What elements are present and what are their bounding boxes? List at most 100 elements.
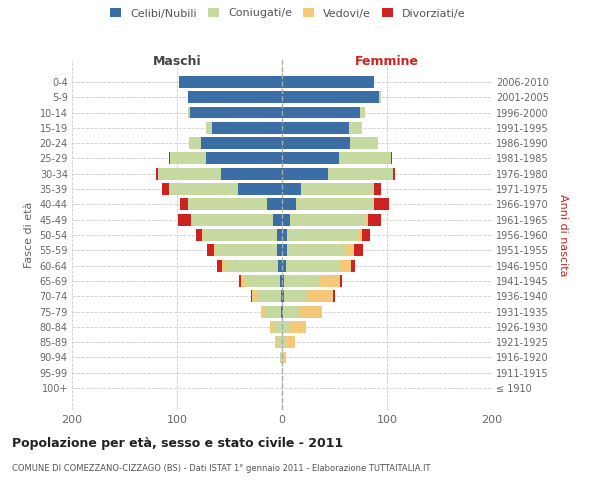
Bar xyxy=(239,275,241,287)
Bar xyxy=(196,229,202,241)
Bar xyxy=(212,122,282,134)
Bar xyxy=(282,336,286,348)
Bar xyxy=(277,336,282,348)
Bar xyxy=(290,321,306,333)
Bar xyxy=(282,290,284,302)
Bar xyxy=(272,214,282,226)
Bar xyxy=(169,152,170,164)
Bar xyxy=(282,198,296,210)
Bar xyxy=(282,183,301,195)
Bar xyxy=(280,275,282,287)
Bar xyxy=(281,306,282,318)
Bar xyxy=(275,336,277,348)
Bar xyxy=(282,214,290,226)
Bar xyxy=(188,106,190,118)
Bar xyxy=(156,168,158,179)
Bar xyxy=(251,290,258,302)
Bar xyxy=(391,152,392,164)
Bar xyxy=(214,244,216,256)
Bar xyxy=(277,229,282,241)
Bar xyxy=(201,137,282,149)
Bar xyxy=(268,198,282,210)
Bar xyxy=(226,260,278,272)
Bar xyxy=(203,229,277,241)
Y-axis label: Fasce di età: Fasce di età xyxy=(24,202,34,268)
Bar xyxy=(190,106,282,118)
Bar xyxy=(187,91,282,103)
Text: Popolazione per età, sesso e stato civile - 2011: Popolazione per età, sesso e stato civil… xyxy=(12,438,343,450)
Bar xyxy=(245,275,280,287)
Bar xyxy=(282,260,286,272)
Bar xyxy=(271,321,274,333)
Bar xyxy=(366,214,368,226)
Bar xyxy=(374,183,381,195)
Bar xyxy=(328,168,394,179)
Bar xyxy=(281,290,282,302)
Bar xyxy=(206,122,212,134)
Bar xyxy=(286,336,295,348)
Bar xyxy=(284,352,286,364)
Bar xyxy=(180,198,187,210)
Bar xyxy=(282,352,284,364)
Bar xyxy=(287,244,346,256)
Bar xyxy=(188,198,268,210)
Bar xyxy=(355,244,363,256)
Bar xyxy=(238,183,282,195)
Bar xyxy=(282,275,284,287)
Bar xyxy=(282,152,338,164)
Bar xyxy=(266,306,281,318)
Bar xyxy=(338,152,391,164)
Bar xyxy=(261,306,266,318)
Bar xyxy=(287,229,356,241)
Bar xyxy=(282,106,360,118)
Bar xyxy=(162,183,169,195)
Bar xyxy=(350,137,377,149)
Bar xyxy=(362,229,370,241)
Bar xyxy=(208,244,214,256)
Bar xyxy=(206,152,282,164)
Bar xyxy=(217,260,222,272)
Bar xyxy=(349,122,362,134)
Bar xyxy=(290,214,366,226)
Bar xyxy=(296,198,373,210)
Bar xyxy=(277,244,282,256)
Bar xyxy=(319,275,340,287)
Bar xyxy=(346,244,355,256)
Bar xyxy=(282,137,350,149)
Bar xyxy=(374,198,389,210)
Bar xyxy=(282,229,287,241)
Bar xyxy=(340,275,342,287)
Text: Femmine: Femmine xyxy=(355,55,419,68)
Bar xyxy=(158,168,221,179)
Bar xyxy=(394,168,395,179)
Bar xyxy=(282,306,283,318)
Bar xyxy=(282,122,349,134)
Bar xyxy=(301,183,374,195)
Text: Maschi: Maschi xyxy=(152,55,202,68)
Text: COMUNE DI COMEZZANO-CIZZAGO (BS) - Dati ISTAT 1° gennaio 2011 - Elaborazione TUT: COMUNE DI COMEZZANO-CIZZAGO (BS) - Dati … xyxy=(12,464,431,473)
Bar xyxy=(284,275,319,287)
Bar xyxy=(282,91,379,103)
Bar xyxy=(188,137,201,149)
Bar xyxy=(282,168,328,179)
Bar xyxy=(299,306,322,318)
Legend: Celibi/Nubili, Coniugati/e, Vedovi/e, Divorziati/e: Celibi/Nubili, Coniugati/e, Vedovi/e, Di… xyxy=(110,8,466,18)
Bar xyxy=(373,198,374,210)
Bar xyxy=(338,260,352,272)
Bar xyxy=(278,260,282,272)
Bar xyxy=(360,106,365,118)
Bar xyxy=(356,229,362,241)
Bar xyxy=(284,290,307,302)
Bar xyxy=(274,321,282,333)
Bar xyxy=(351,260,355,272)
Y-axis label: Anni di nascita: Anni di nascita xyxy=(559,194,568,276)
Bar xyxy=(222,260,226,272)
Bar xyxy=(241,275,245,287)
Bar xyxy=(179,76,282,88)
Bar xyxy=(283,306,299,318)
Bar xyxy=(170,152,206,164)
Bar xyxy=(221,168,282,179)
Bar xyxy=(178,214,191,226)
Bar xyxy=(282,321,290,333)
Bar xyxy=(368,214,381,226)
